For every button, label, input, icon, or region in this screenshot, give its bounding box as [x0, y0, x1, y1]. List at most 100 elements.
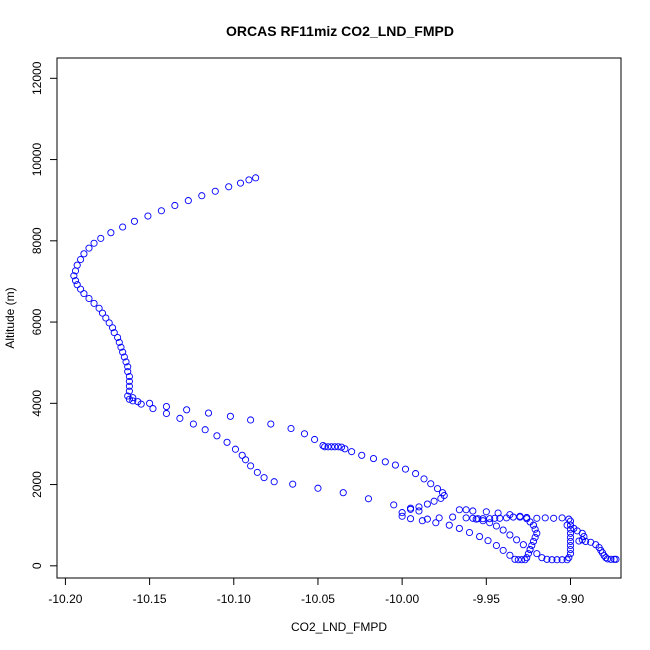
data-point — [71, 277, 80, 285]
data-point — [432, 519, 440, 527]
data-point — [125, 395, 133, 403]
data-point — [398, 509, 406, 517]
data-point — [582, 537, 590, 545]
data-point — [231, 445, 240, 453]
data-point — [513, 536, 521, 544]
data-point — [102, 314, 110, 322]
data-point — [77, 285, 85, 293]
data-point — [119, 223, 127, 231]
data-point — [226, 412, 234, 420]
data-point — [430, 497, 438, 505]
data-point — [129, 397, 137, 405]
data-point — [492, 541, 500, 550]
data-point — [528, 541, 536, 550]
data-point — [427, 480, 435, 488]
data-point — [607, 555, 615, 563]
data-point — [479, 517, 487, 525]
data-point — [486, 519, 494, 527]
data-point — [391, 461, 399, 469]
data-point — [201, 426, 209, 434]
data-point — [311, 435, 319, 444]
x-tick-label: -9.95 — [473, 592, 501, 606]
data-point — [455, 506, 463, 514]
data-point — [563, 556, 571, 564]
data-point — [491, 514, 499, 522]
data-point — [558, 556, 566, 564]
data-point — [566, 541, 575, 550]
data-point — [521, 556, 529, 564]
data-point — [506, 551, 514, 559]
data-point — [137, 400, 145, 408]
data-point — [541, 514, 549, 522]
data-point — [110, 329, 118, 337]
data-point — [162, 403, 170, 411]
data-point — [479, 515, 487, 523]
data-point — [548, 556, 556, 564]
data-point — [242, 456, 250, 464]
data-point — [223, 438, 231, 446]
data-point — [423, 500, 431, 508]
data-point — [124, 363, 132, 371]
data-point — [455, 524, 463, 532]
data-point — [462, 506, 470, 514]
data-point — [538, 554, 546, 562]
data-point — [472, 515, 480, 523]
x-axis: -10.20 -10.15 -10.10 -10.05 -10.00 -9.95 -9.90 — [48, 577, 585, 606]
data-point — [287, 424, 295, 433]
data-point — [211, 187, 219, 195]
data-point — [435, 514, 443, 522]
data-point — [486, 515, 494, 523]
x-tick-label: -10.05 — [301, 592, 335, 606]
data-point — [412, 470, 420, 478]
data-point — [516, 512, 524, 520]
x-tick-label: -9.90 — [557, 592, 585, 606]
data-point — [130, 217, 138, 225]
data-point — [125, 382, 133, 390]
data-point — [119, 348, 127, 356]
data-point — [225, 183, 233, 191]
data-point — [415, 507, 423, 515]
data-point — [506, 511, 514, 519]
data-point — [550, 514, 558, 522]
data-point — [90, 299, 98, 307]
data-point — [146, 399, 154, 407]
data-point — [511, 555, 519, 563]
data-point — [105, 319, 113, 327]
data-point — [565, 515, 573, 523]
data-point — [115, 338, 123, 346]
data-point — [358, 451, 366, 459]
data-point — [73, 281, 81, 289]
data-point — [125, 387, 133, 395]
data-point — [73, 261, 81, 269]
data-point — [247, 416, 255, 424]
y-axis: 0 2000 4000 6000 8000 10000 12000 — [30, 61, 58, 569]
data-point — [449, 513, 457, 521]
data-point — [364, 495, 373, 503]
data-point — [369, 455, 378, 463]
data-point — [85, 294, 93, 303]
data-point — [162, 409, 170, 418]
data-point — [418, 517, 426, 525]
data-point — [348, 448, 356, 456]
data-point — [245, 176, 253, 184]
data-point — [253, 468, 261, 476]
data-point — [492, 522, 500, 530]
y-tick-label: 12000 — [30, 61, 44, 95]
data-point — [602, 554, 610, 562]
data-point — [300, 430, 309, 438]
y-tick-label: 8000 — [30, 227, 44, 254]
data-point — [401, 465, 410, 473]
data-point — [77, 255, 85, 264]
data-point — [563, 521, 571, 529]
y-tick-label: 4000 — [30, 390, 44, 417]
data-point — [484, 537, 492, 545]
data-point — [125, 377, 133, 385]
data-point — [496, 514, 504, 522]
x-tick-label: -10.15 — [133, 592, 167, 606]
data-point — [566, 537, 575, 545]
data-point — [529, 521, 538, 529]
data-point — [319, 442, 327, 450]
data-point — [612, 555, 620, 563]
data-point — [494, 509, 502, 517]
